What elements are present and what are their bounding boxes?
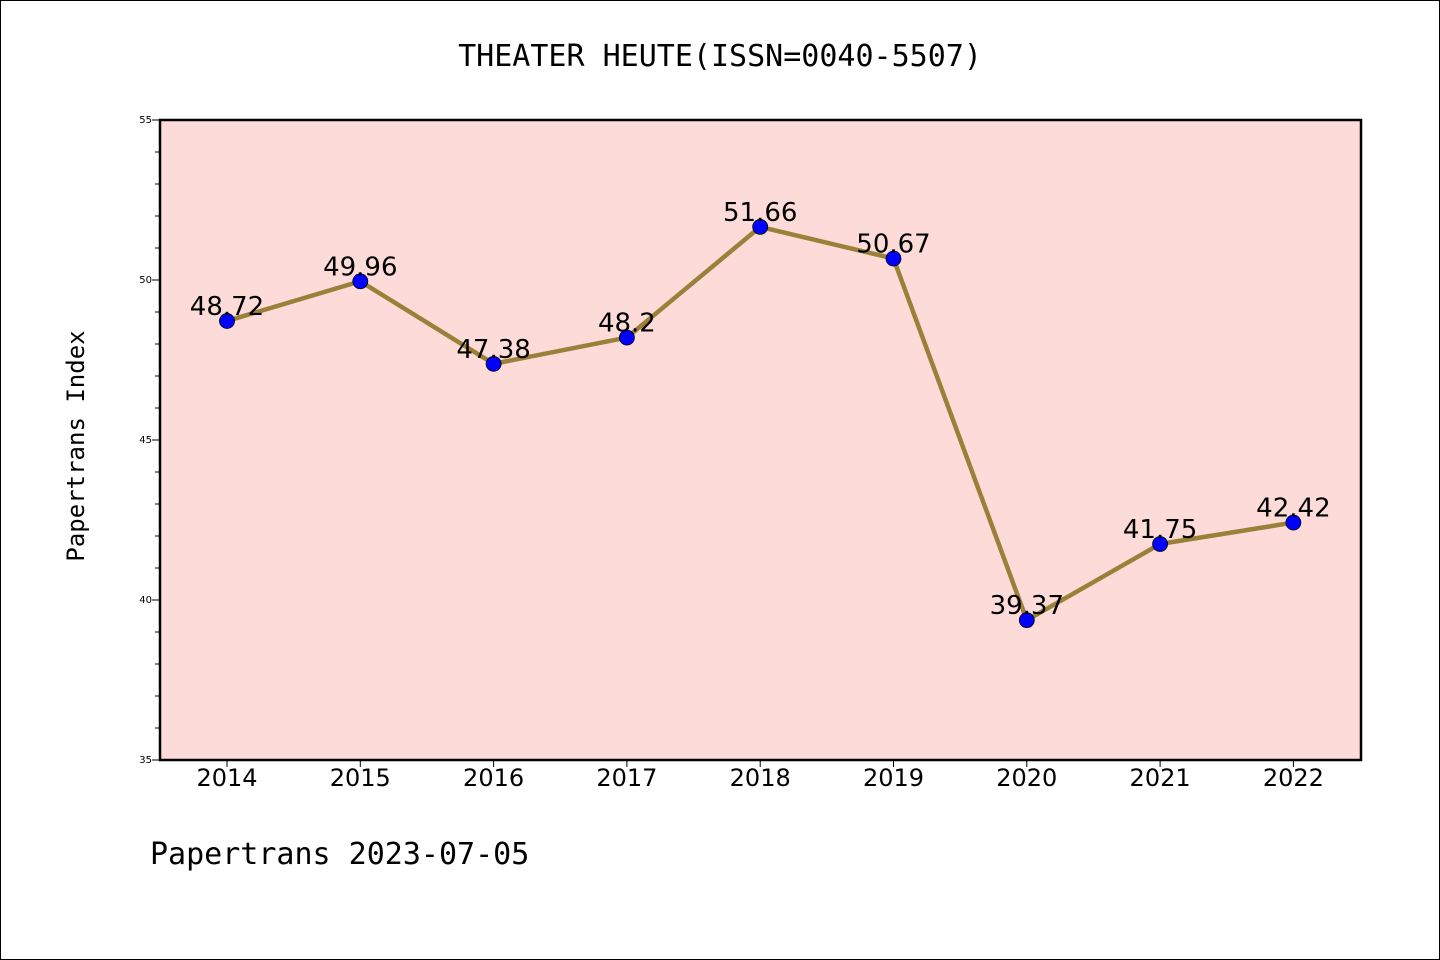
chart-title: THEATER HEUTE(ISSN=0040-5507) [458,39,982,74]
x-tick-label: 2020 [996,764,1057,792]
plot-border [158,118,1363,762]
data-point [1018,612,1035,629]
y-axis-label: Papertrans Index [62,330,90,561]
data-label: 51.66 [723,198,797,228]
x-tick-label: 2015 [330,764,391,792]
data-label: 41.75 [1123,515,1197,545]
data-point [752,218,769,235]
y-tick-label: 45 [139,435,152,446]
y-tick-label: 35 [139,755,152,766]
data-label: 50.67 [856,230,930,260]
footer-source: Papertrans 2023-07-05 [150,837,529,872]
y-tick-label: 50 [139,275,152,286]
x-tick-label: 2014 [196,764,257,792]
x-tick-label: 2019 [863,764,924,792]
data-label: 42.42 [1256,494,1330,524]
data-label: 48.72 [190,292,264,322]
x-tick-label: 2016 [463,764,524,792]
data-label: 49.96 [323,252,397,282]
data-point [219,313,235,329]
y-tick-label: 40 [139,595,152,606]
data-label: 47.38 [456,335,530,365]
data-point [485,355,502,372]
x-tick-label: 2018 [730,764,791,792]
x-tick-label: 2021 [1130,764,1191,792]
x-tick-label: 2022 [1263,764,1324,792]
data-point [352,273,369,290]
data-point [885,250,902,267]
chart-marks: 35 40 45 50 55 2014 2015 2016 2017 2018 2019 2020 20… [139,115,1330,792]
data-label: 48.2 [598,309,656,339]
data-label: 39.37 [990,591,1064,621]
data-point [1152,536,1168,552]
x-tick-label: 2017 [596,764,657,792]
data-point [619,329,635,346]
y-tick-label: 55 [139,115,152,126]
data-point [1285,514,1302,531]
